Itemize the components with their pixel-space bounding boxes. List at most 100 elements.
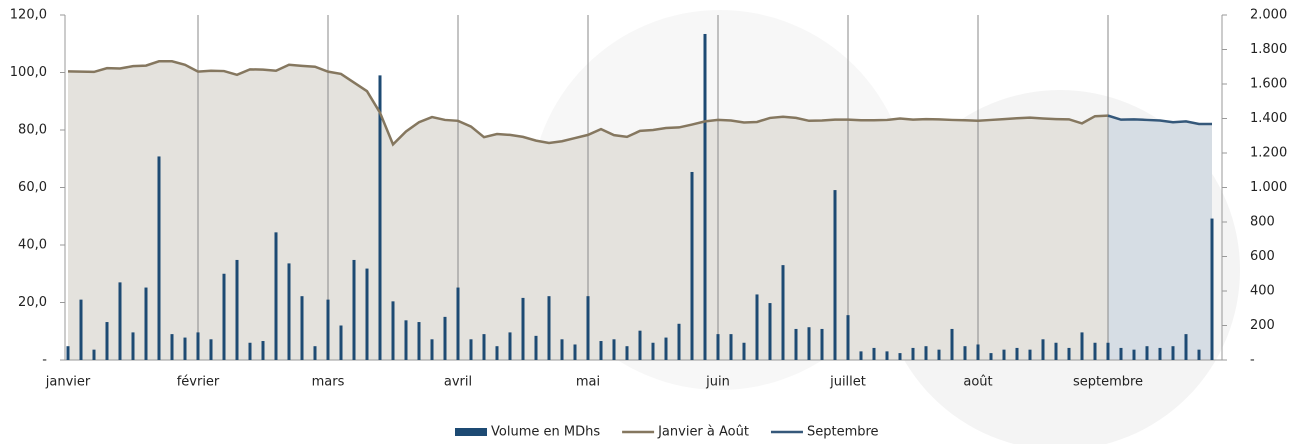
bar: [781, 265, 785, 360]
y2-tick-label: 400: [1250, 284, 1275, 299]
bar: [378, 75, 382, 360]
y2-tick-label: 1.200: [1250, 146, 1287, 161]
bar: [417, 322, 421, 360]
bar: [1197, 349, 1201, 360]
x-tick-label: septembre: [1073, 375, 1143, 390]
bar: [404, 320, 408, 360]
line: [1107, 114, 1212, 126]
y2-tick-label: -: [1250, 353, 1255, 368]
bar: [1119, 347, 1123, 360]
x-tick-label: février: [177, 375, 220, 390]
bar: [690, 171, 694, 360]
bar: [313, 346, 317, 360]
bar: [274, 232, 278, 360]
bar: [1210, 218, 1214, 360]
y-tick-label: -: [42, 353, 47, 368]
bar: [677, 323, 681, 360]
bar: [1028, 349, 1032, 360]
bar: [742, 342, 746, 360]
bar: [950, 328, 954, 360]
bar: [599, 341, 603, 360]
bar: [976, 344, 980, 360]
bar: [1015, 347, 1019, 360]
bar: [300, 296, 304, 360]
bar: [352, 259, 356, 360]
bar: [547, 296, 551, 360]
bar: [820, 328, 824, 360]
y-tick-label: 60,0: [18, 180, 47, 195]
bar: [131, 332, 135, 360]
bar: [209, 339, 213, 360]
bar: [898, 353, 902, 360]
y-tick-label: 20,0: [18, 295, 47, 310]
bar: [716, 334, 720, 360]
bar: [1145, 346, 1149, 360]
bar: [1054, 342, 1058, 360]
bar: [183, 337, 187, 360]
x-tick-label: juin: [705, 375, 730, 390]
bar: [612, 339, 616, 360]
bar: [859, 351, 863, 360]
x-tick-label: juillet: [829, 375, 866, 390]
y-tick-label: 80,0: [18, 123, 47, 138]
bar: [521, 297, 525, 360]
y-tick-label: 120,0: [10, 8, 47, 23]
legend-label: Janvier à Août: [657, 425, 749, 440]
y2-tick-label: 800: [1250, 215, 1275, 230]
bar: [963, 346, 967, 360]
bar: [989, 353, 993, 360]
y2-tick-label: 600: [1250, 249, 1275, 264]
y2-tick-label: 1.000: [1250, 180, 1287, 195]
bar: [1067, 347, 1071, 360]
bar: [339, 325, 343, 360]
bar: [1158, 347, 1162, 360]
bar: [924, 346, 928, 360]
bar: [365, 268, 369, 360]
bar: [92, 349, 96, 360]
area: [1108, 115, 1212, 360]
bar: [118, 282, 122, 360]
bar: [287, 263, 291, 360]
line: [67, 60, 1109, 147]
bar: [911, 347, 915, 360]
bar: [703, 33, 707, 360]
y-tick-label: 100,0: [10, 65, 47, 80]
bar: [794, 328, 798, 360]
y2-tick-label: 1.800: [1250, 42, 1287, 57]
legend-label: Volume en MDhs: [491, 425, 600, 440]
bar: [469, 339, 473, 360]
bar: [846, 315, 850, 360]
bar: [235, 259, 239, 360]
legend-label: Septembre: [807, 425, 879, 440]
bar: [755, 294, 759, 360]
bar: [1080, 332, 1084, 360]
bar: [833, 190, 837, 360]
bar: [664, 337, 668, 360]
x-tick-label: janvier: [45, 375, 91, 390]
bar: [196, 332, 200, 360]
bar: [885, 351, 889, 360]
bar: [1041, 339, 1045, 360]
bar: [391, 301, 395, 360]
bar: [326, 299, 330, 360]
bar: [456, 287, 460, 360]
bar: [1184, 334, 1188, 360]
bar: [144, 287, 148, 360]
bar: [534, 335, 538, 360]
bar: [1093, 342, 1097, 360]
bar: [105, 322, 109, 360]
bar: [1106, 342, 1110, 360]
bar: [508, 332, 512, 360]
bar: [768, 303, 772, 360]
x-tick-label: avril: [444, 375, 472, 390]
y2-tick-label: 200: [1250, 318, 1275, 333]
x-tick-label: mars: [312, 375, 345, 390]
bar: [1002, 349, 1006, 360]
bar: [872, 347, 876, 360]
bar: [729, 334, 733, 360]
bar: [443, 316, 447, 360]
bar: [157, 156, 161, 360]
bar: [560, 339, 564, 360]
bar: [495, 346, 499, 360]
